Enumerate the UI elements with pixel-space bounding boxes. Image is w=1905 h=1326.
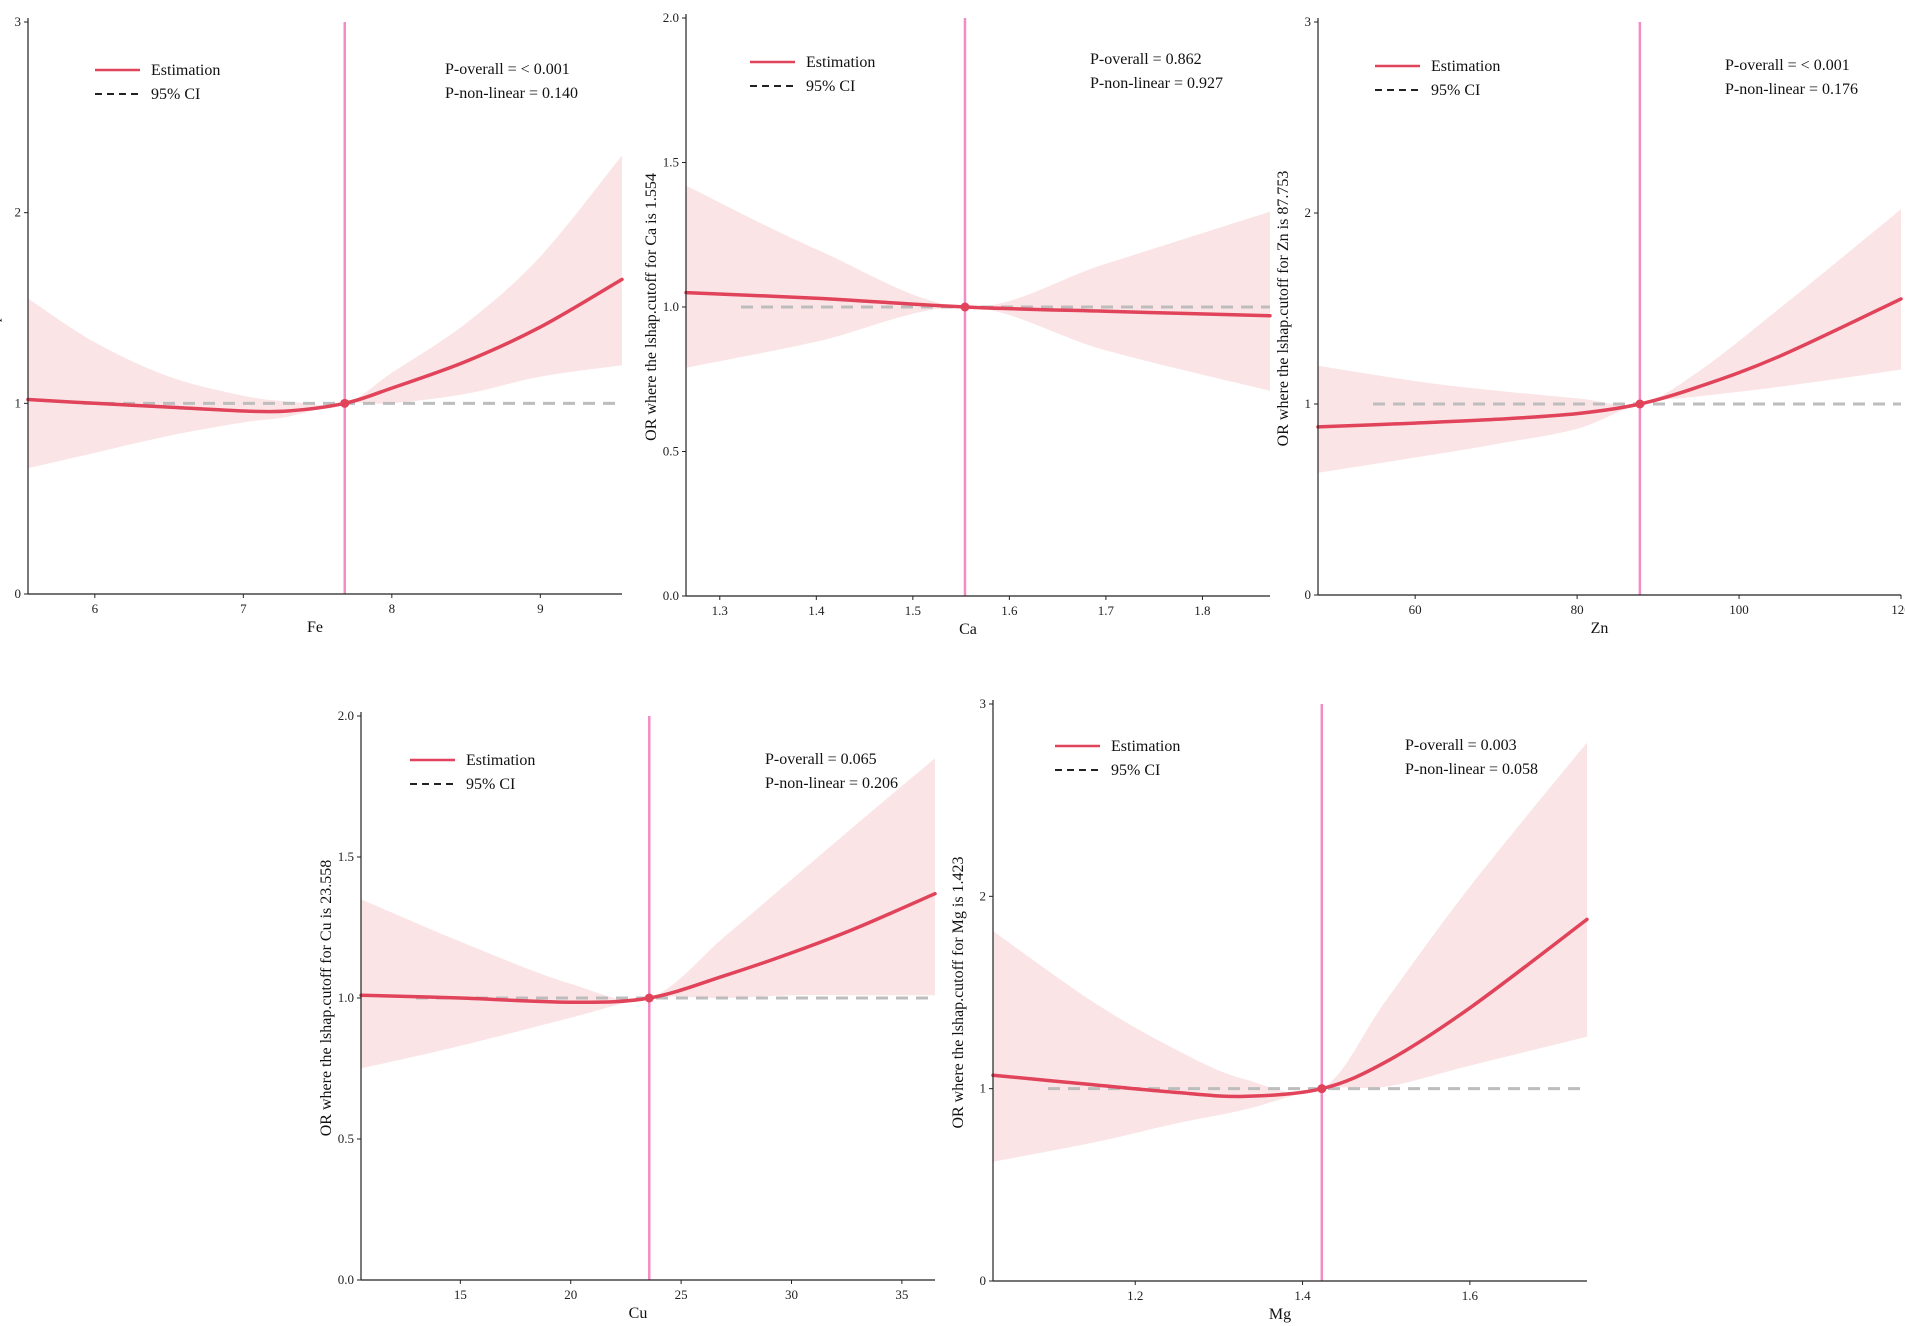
y-tick-label-zn: 1 — [1305, 396, 1312, 411]
x-tick-label-fe: 9 — [537, 601, 544, 616]
x-axis-title-ca: Ca — [959, 621, 977, 638]
y-tick-label-ca: 0.5 — [663, 444, 679, 459]
ci-band-zn — [1318, 209, 1901, 473]
y-axis-title-zn: OR where the lshap.cutoff for Zn is 87.7… — [1275, 171, 1292, 447]
y-tick-label-cu: 1.0 — [338, 990, 354, 1005]
x-tick-label-cu: 25 — [675, 1287, 688, 1302]
y-tick-label-ca: 2.0 — [663, 10, 679, 25]
p-nonlinear-mg: P-non-linear = 0.058 — [1405, 761, 1538, 778]
chart-fe: 0 1 2 3 6 7 8 9 Fe OR where the lshap.cutoff for … — [0, 14, 624, 636]
y-tick-label-fe: 2 — [15, 205, 22, 220]
estimation-line-zn — [1316, 297, 1903, 429]
legend-ci-label-ca: 95% CI — [806, 78, 855, 95]
x-tick-label-mg: 1.2 — [1127, 1288, 1143, 1303]
y-tick-label-mg: 0 — [980, 1273, 987, 1288]
y-tick-label-mg: 2 — [980, 888, 987, 903]
x-axis-title-cu: Cu — [629, 1305, 648, 1322]
x-tick-label-cu: 20 — [564, 1287, 577, 1302]
x-tick-label-cu: 35 — [895, 1287, 908, 1302]
ci-band-cu — [361, 758, 935, 1069]
x-axis-title-zn: Zn — [1591, 620, 1609, 637]
cutoff-point-ca — [960, 302, 970, 312]
plot-zn: 0 1 2 3 60 80 100 120 Zn OR where the lshap.cutof… — [1275, 14, 1905, 637]
chart-mg: 0 1 2 3 1.2 1.4 1.6 Mg OR where the lshap.cutoff… — [950, 696, 1589, 1323]
p-overall-mg: P-overall = 0.003 — [1405, 737, 1517, 754]
ci-band-mg — [993, 742, 1587, 1162]
x-tick-label-zn: 60 — [1409, 602, 1422, 617]
y-tick-label-mg: 3 — [980, 696, 987, 711]
y-axis-title-cu: OR where the lshap.cutoff for Cu is 23.5… — [318, 860, 335, 1137]
x-tick-label-fe: 7 — [240, 601, 247, 616]
y-tick-label-fe: 1 — [15, 395, 22, 410]
chart-cu: 0.0 0.5 1.0 1.5 2.0 15 20 25 30 35 Cu OR where the … — [318, 708, 937, 1322]
x-tick-label-fe: 6 — [92, 601, 99, 616]
legend-ci-label-zn: 95% CI — [1431, 82, 1480, 99]
legend-ci-label-fe: 95% CI — [151, 86, 200, 103]
y-axis-title-ca: OR where the lshap.cutoff for Ca is 1.55… — [643, 173, 660, 441]
p-overall-cu: P-overall = 0.065 — [765, 751, 877, 768]
cutoff-point-cu — [644, 993, 654, 1003]
ci-band-fe — [28, 155, 622, 469]
legend-estimation-label-fe: Estimation — [151, 62, 220, 79]
x-tick-label-ca: 1.7 — [1098, 603, 1115, 618]
x-tick-label-zn: 100 — [1729, 602, 1749, 617]
x-axis-title-fe: Fe — [307, 619, 323, 636]
x-tick-label-ca: 1.3 — [712, 603, 728, 618]
y-tick-label-ca: 0.0 — [663, 588, 679, 603]
x-tick-label-ca: 1.4 — [808, 603, 825, 618]
x-tick-label-mg: 1.6 — [1462, 1288, 1479, 1303]
p-overall-zn: P-overall = < 0.001 — [1725, 57, 1850, 74]
y-tick-label-cu: 0.0 — [338, 1272, 354, 1287]
x-tick-label-zn: 120 — [1891, 602, 1905, 617]
y-axis-title-fe: OR where the lshap.cutoff for Fe is 7.68… — [0, 175, 2, 441]
p-nonlinear-ca: P-non-linear = 0.927 — [1090, 75, 1223, 92]
x-tick-label-cu: 30 — [785, 1287, 798, 1302]
chart-ca: 0.0 0.5 1.0 1.5 2.0 1.3 1.4 1.5 1.6 1.7 1.8 Ca OR wh… — [643, 10, 1272, 638]
legend-ci-label-mg: 95% CI — [1111, 762, 1160, 779]
plot-fe: 0 1 2 3 6 7 8 9 Fe OR where the lshap.cutoff for … — [0, 14, 624, 636]
legend-estimation-label-zn: Estimation — [1431, 58, 1500, 75]
ci-band-ca — [686, 185, 1270, 391]
y-tick-label-ca: 1.0 — [663, 299, 679, 314]
y-tick-label-ca: 1.5 — [663, 155, 679, 170]
y-tick-label-fe: 0 — [15, 586, 22, 601]
x-tick-label-ca: 1.6 — [1001, 603, 1018, 618]
legend-estimation-label-ca: Estimation — [806, 54, 875, 71]
p-overall-ca: P-overall = 0.862 — [1090, 51, 1202, 68]
y-tick-label-zn: 3 — [1305, 14, 1312, 29]
cutoff-point-fe — [340, 398, 350, 408]
x-tick-label-fe: 8 — [389, 601, 396, 616]
legend-estimation-label-cu: Estimation — [466, 752, 535, 769]
legend-ci-label-cu: 95% CI — [466, 776, 515, 793]
x-tick-label-cu: 15 — [454, 1287, 467, 1302]
y-tick-label-cu: 2.0 — [338, 708, 354, 723]
p-overall-fe: P-overall = < 0.001 — [445, 61, 570, 78]
x-axis-title-mg: Mg — [1269, 1306, 1291, 1323]
plot-ca: 0.0 0.5 1.0 1.5 2.0 1.3 1.4 1.5 1.6 1.7 1.8 Ca OR wh… — [643, 10, 1272, 638]
y-tick-label-cu: 1.5 — [338, 849, 354, 864]
x-tick-label-zn: 80 — [1571, 602, 1584, 617]
y-tick-label-zn: 2 — [1305, 205, 1312, 220]
cutoff-point-zn — [1635, 399, 1645, 409]
legend-estimation-label-mg: Estimation — [1111, 738, 1180, 755]
x-tick-label-mg: 1.4 — [1294, 1288, 1311, 1303]
x-tick-label-ca: 1.5 — [905, 603, 921, 618]
estimation-line-fe — [26, 277, 624, 414]
y-axis-title-mg: OR where the lshap.cutoff for Mg is 1.42… — [950, 856, 967, 1128]
estimation-line-cu — [359, 891, 937, 1004]
p-nonlinear-cu: P-non-linear = 0.206 — [765, 775, 898, 792]
cutoff-point-mg — [1317, 1084, 1327, 1094]
y-tick-label-cu: 0.5 — [338, 1131, 354, 1146]
p-nonlinear-zn: P-non-linear = 0.176 — [1725, 81, 1858, 98]
y-tick-label-mg: 1 — [980, 1081, 987, 1096]
chart-zn: 0 1 2 3 60 80 100 120 Zn OR where the lshap.cutof… — [1275, 14, 1905, 637]
plot-cu: 0.0 0.5 1.0 1.5 2.0 15 20 25 30 35 Cu OR where the … — [318, 708, 937, 1322]
y-tick-label-fe: 3 — [15, 14, 22, 29]
x-tick-label-ca: 1.8 — [1194, 603, 1210, 618]
y-tick-label-zn: 0 — [1305, 587, 1312, 602]
estimation-line-mg — [991, 917, 1589, 1099]
p-nonlinear-fe: P-non-linear = 0.140 — [445, 85, 578, 102]
plot-mg: 0 1 2 3 1.2 1.4 1.6 Mg OR where the lshap.cutoff… — [950, 696, 1589, 1323]
